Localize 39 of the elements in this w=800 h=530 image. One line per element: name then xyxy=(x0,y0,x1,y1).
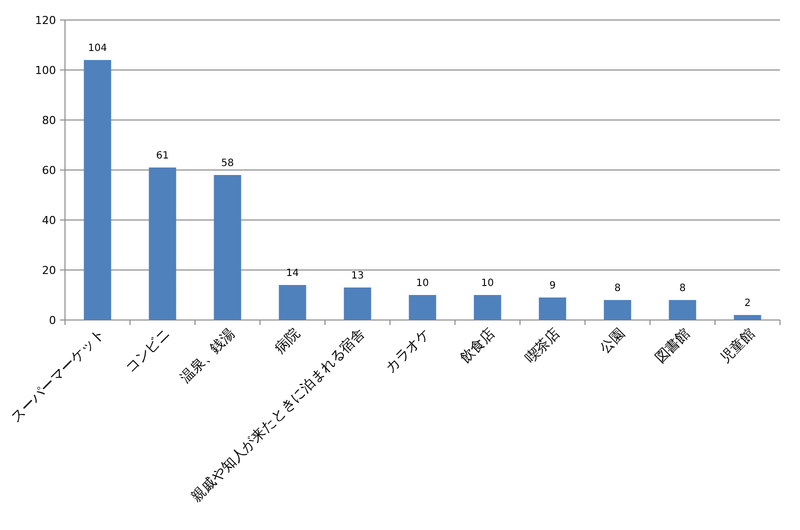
bar xyxy=(538,298,566,320)
y-tick-label: 100 xyxy=(35,64,56,77)
y-tick-label: 60 xyxy=(42,164,56,177)
bar xyxy=(734,315,762,320)
x-tick-label: スーパーマーケット xyxy=(8,326,108,426)
data-label: 8 xyxy=(679,283,686,294)
bar xyxy=(668,300,696,320)
x-tick-label: 病院 xyxy=(272,326,304,357)
bar xyxy=(604,300,632,320)
data-label: 13 xyxy=(351,270,364,282)
data-label: 2 xyxy=(744,298,751,309)
data-label: 10 xyxy=(481,278,494,289)
x-tick-label: 公園 xyxy=(597,326,628,357)
data-label: 61 xyxy=(156,150,169,162)
bar xyxy=(344,288,372,320)
y-tick-label: 20 xyxy=(42,264,56,277)
x-tick-label: 児童館 xyxy=(717,326,758,367)
x-tick-label: 図書館 xyxy=(652,326,694,367)
y-tick-label: 120 xyxy=(35,14,56,27)
data-label: 58 xyxy=(221,158,234,169)
bar xyxy=(84,60,112,320)
bar xyxy=(474,295,502,320)
x-tick-label: 温泉、銭湯 xyxy=(178,326,238,386)
bar xyxy=(278,285,306,320)
y-tick-label: 80 xyxy=(42,114,56,127)
x-tick-label: コンビニ xyxy=(122,326,174,376)
data-label: 8 xyxy=(614,283,621,294)
bar xyxy=(148,168,176,320)
x-tick-label: 喫茶店 xyxy=(522,326,564,367)
data-label: 14 xyxy=(286,268,299,279)
data-label: 9 xyxy=(549,280,556,292)
data-label: 104 xyxy=(88,43,108,54)
x-tick-label: 飲食店 xyxy=(457,326,498,367)
bar xyxy=(214,175,242,320)
data-label: 10 xyxy=(416,278,429,289)
y-tick-label: 40 xyxy=(42,214,56,227)
bar xyxy=(408,295,436,320)
x-tick-label: カラオケ xyxy=(382,326,434,376)
y-tick-label: 0 xyxy=(49,314,56,327)
